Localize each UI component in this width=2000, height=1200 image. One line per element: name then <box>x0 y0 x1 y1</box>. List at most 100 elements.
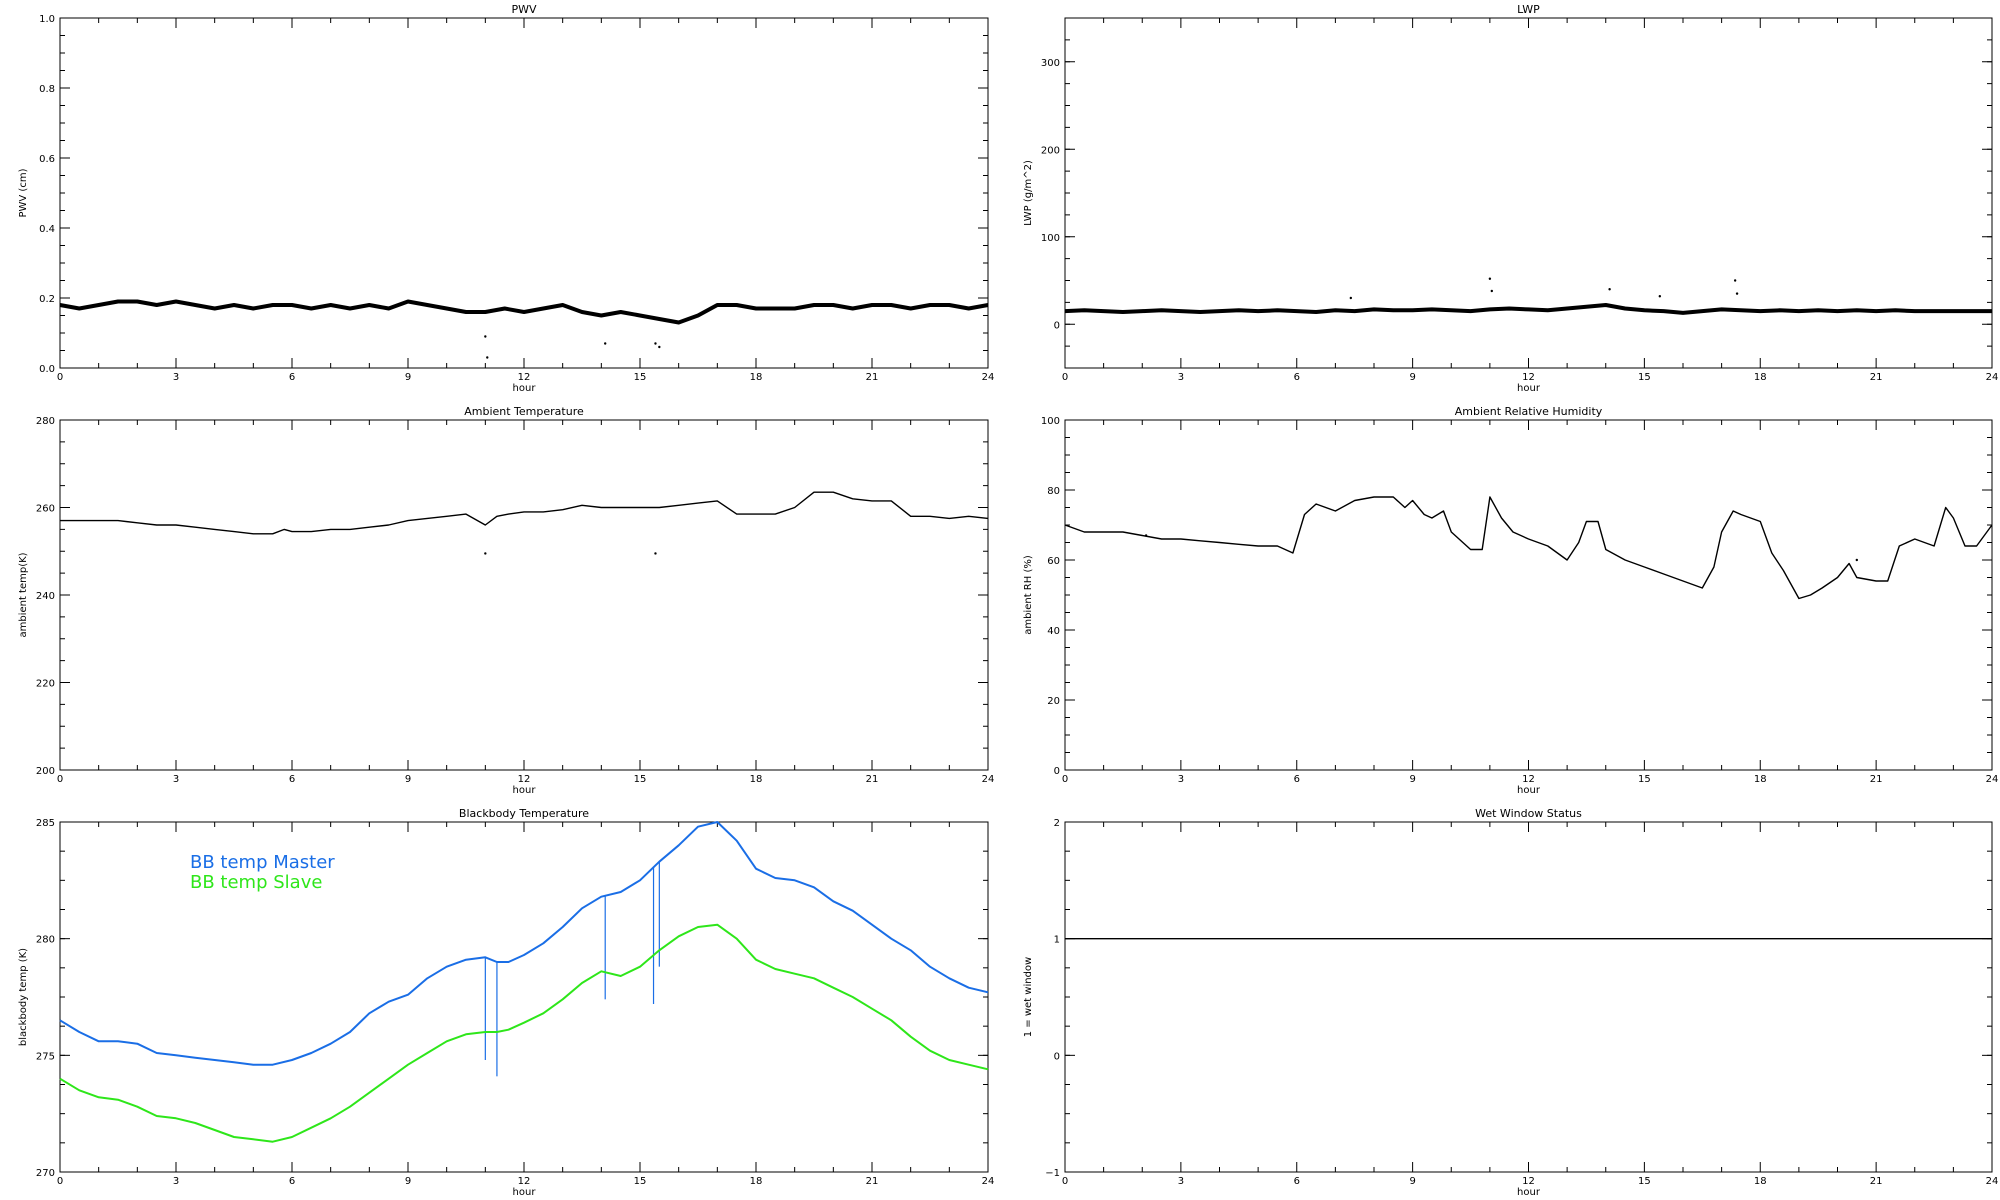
chart-title: PWV <box>511 3 537 16</box>
chart-panel-4: Blackbody Temperature hour blackbody temp … <box>18 807 994 1198</box>
y-tick-label: 0.6 <box>39 154 55 165</box>
plot-frame <box>1064 17 1993 369</box>
y-tick-label: −1 <box>1045 1168 1060 1179</box>
x-tick-label: 18 <box>1754 372 1767 383</box>
y-tick-label: 220 <box>36 679 55 690</box>
x-tick-label: 21 <box>866 372 879 383</box>
chart-panel-3: Ambient Relative Humidity hour ambient RH … <box>1023 405 1998 796</box>
y-tick-label: 280 <box>36 416 55 427</box>
x-axis-label: hour <box>513 785 537 796</box>
plot-frame <box>1064 821 1993 1173</box>
y-tick-label: 0.4 <box>39 224 55 235</box>
x-axis-label: hour <box>513 1187 537 1198</box>
outlier-point <box>484 552 487 555</box>
x-tick-label: 18 <box>750 774 763 785</box>
x-tick-label: 18 <box>750 372 763 383</box>
y-tick-label: 240 <box>36 591 55 602</box>
series-line-0 <box>1064 496 1993 600</box>
x-tick-label: 3 <box>173 372 179 383</box>
y-tick-label: 200 <box>36 766 55 777</box>
x-tick-label: 3 <box>1178 774 1184 785</box>
x-tick-label: 9 <box>405 1176 411 1187</box>
outlier-point <box>486 356 489 359</box>
chart-title: Blackbody Temperature <box>459 807 589 820</box>
series-line-0 <box>1064 303 1992 315</box>
y-tick-label: 20 <box>1047 696 1060 707</box>
y-tick-label: 80 <box>1047 486 1060 497</box>
y-tick-label: 60 <box>1047 556 1060 567</box>
y-axis-label: LWP (g/m^2) <box>1023 160 1034 226</box>
x-tick-label: 24 <box>982 1176 995 1187</box>
x-tick-label: 18 <box>750 1176 763 1187</box>
x-tick-label: 24 <box>1986 774 1999 785</box>
x-tick-label: 24 <box>1986 1176 1999 1187</box>
x-tick-label: 3 <box>1178 1176 1184 1187</box>
y-tick-label: 280 <box>36 935 55 946</box>
y-tick-label: 0 <box>1054 766 1060 777</box>
x-axis-label: hour <box>1517 383 1541 394</box>
y-tick-label: 270 <box>36 1168 55 1179</box>
y-tick-label: 0 <box>1054 320 1060 331</box>
x-tick-label: 21 <box>1870 774 1883 785</box>
outlier-point <box>1608 288 1611 291</box>
y-tick-label: 285 <box>36 818 55 829</box>
series-line-0 <box>59 821 989 1066</box>
x-tick-label: 6 <box>289 774 295 785</box>
x-tick-label: 9 <box>1409 372 1415 383</box>
x-tick-label: 12 <box>518 774 531 785</box>
outlier-point <box>604 342 607 345</box>
x-tick-label: 3 <box>1178 372 1184 383</box>
x-tick-label: 0 <box>1062 1176 1068 1187</box>
x-tick-label: 15 <box>634 774 647 785</box>
x-tick-label: 6 <box>289 372 295 383</box>
x-tick-label: 3 <box>173 1176 179 1187</box>
y-tick-label: 1.0 <box>39 14 55 25</box>
x-tick-label: 0 <box>57 774 63 785</box>
outlier-point <box>654 342 657 345</box>
x-tick-label: 18 <box>1754 1176 1767 1187</box>
plot-frame <box>59 419 989 771</box>
x-tick-label: 9 <box>1409 774 1415 785</box>
x-tick-label: 9 <box>405 774 411 785</box>
y-tick-label: 0.0 <box>39 364 55 375</box>
x-tick-label: 21 <box>866 1176 879 1187</box>
outlier-point <box>1658 295 1662 298</box>
y-tick-label: 2 <box>1054 818 1060 829</box>
x-tick-label: 6 <box>1294 1176 1300 1187</box>
x-tick-label: 0 <box>57 372 63 383</box>
legend-entry-0: BB temp Master <box>190 852 335 873</box>
x-tick-label: 3 <box>173 774 179 785</box>
x-tick-label: 12 <box>1522 1176 1535 1187</box>
outlier-point <box>1488 277 1492 280</box>
x-axis-label: hour <box>1517 785 1541 796</box>
x-tick-label: 12 <box>518 372 531 383</box>
x-tick-label: 12 <box>1522 372 1535 383</box>
y-tick-label: 300 <box>1041 58 1060 69</box>
series-line-0 <box>60 491 989 535</box>
chart-title: Ambient Temperature <box>464 405 584 418</box>
x-tick-label: 15 <box>634 372 647 383</box>
x-tick-label: 6 <box>1294 774 1300 785</box>
y-axis-label: ambient temp(K) <box>18 552 29 637</box>
y-tick-label: 260 <box>36 504 55 515</box>
x-tick-label: 21 <box>866 774 879 785</box>
x-tick-label: 18 <box>1754 774 1767 785</box>
x-tick-label: 6 <box>1294 372 1300 383</box>
x-tick-label: 15 <box>1638 1176 1651 1187</box>
chart-title: Wet Window Status <box>1475 807 1582 820</box>
y-tick-label: 100 <box>1041 233 1060 244</box>
outlier-point <box>1490 289 1494 293</box>
x-tick-label: 0 <box>1062 372 1068 383</box>
x-tick-label: 6 <box>289 1176 295 1187</box>
y-tick-label: 1 <box>1054 935 1060 946</box>
plot-frame <box>1064 419 1993 771</box>
x-tick-label: 24 <box>982 774 995 785</box>
chart-title: Ambient Relative Humidity <box>1455 405 1603 418</box>
x-tick-label: 24 <box>1986 372 1999 383</box>
x-tick-label: 12 <box>518 1176 531 1187</box>
x-tick-label: 9 <box>1409 1176 1415 1187</box>
chart-title: LWP <box>1517 3 1540 16</box>
outlier-point <box>654 552 657 555</box>
y-tick-label: 0 <box>1054 1051 1060 1062</box>
